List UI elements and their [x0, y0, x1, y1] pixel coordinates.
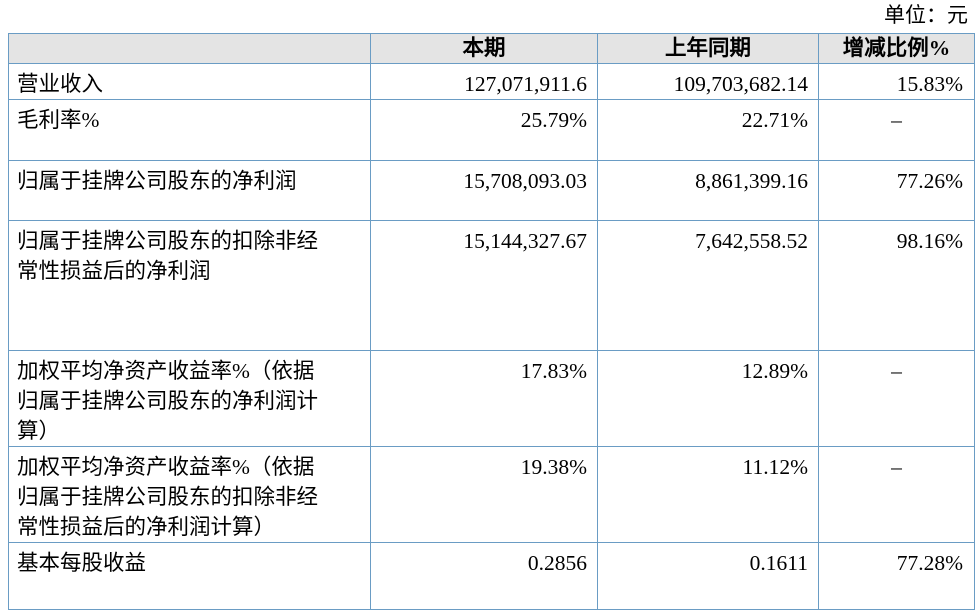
row-label-text: 归属于挂牌公司股东的扣除非经常性损益后的净利润 [17, 229, 319, 283]
table-row: 加权平均净资产收益率%（依据归属于挂牌公司股东的扣除非经常性损益后的净利润计算）… [8, 446, 975, 543]
value-current: 19.38% [370, 446, 598, 543]
value-prior: 109,703,682.14 [597, 63, 819, 100]
unit-label: 单位：元 [884, 3, 968, 27]
value-change: – [818, 350, 975, 447]
row-label-text: 加权平均净资产收益率%（依据归属于挂牌公司股东的净利润计算） [17, 359, 319, 443]
row-label: 归属于挂牌公司股东的扣除非经常性损益后的净利润 [8, 220, 371, 351]
row-label-text: 营业收入 [17, 72, 104, 96]
value-change: – [818, 99, 975, 161]
row-label-text: 基本每股收益 [17, 551, 147, 575]
value-current: 15,144,327.67 [370, 220, 598, 351]
value-current: 127,071,911.6 [370, 63, 598, 100]
col-header-current: 本期 [370, 33, 598, 64]
value-prior: 12.89% [597, 350, 819, 447]
value-prior: 8,861,399.16 [597, 160, 819, 221]
col-header-label [8, 33, 371, 64]
row-label-text: 毛利率% [17, 108, 100, 132]
value-current: 17.83% [370, 350, 598, 447]
value-change: 98.16% [818, 220, 975, 351]
value-current: 25.79% [370, 99, 598, 161]
row-label-text: 归属于挂牌公司股东的净利润 [17, 169, 297, 193]
row-label: 加权平均净资产收益率%（依据归属于挂牌公司股东的净利润计算） [8, 350, 371, 447]
value-current: 0.2856 [370, 542, 598, 610]
value-prior: 7,642,558.52 [597, 220, 819, 351]
table-header-row: 本期 上年同期 增减比例% [8, 33, 975, 64]
table-row: 归属于挂牌公司股东的扣除非经常性损益后的净利润 15,144,327.67 7,… [8, 220, 975, 351]
row-label: 毛利率% [8, 99, 371, 161]
table-row: 归属于挂牌公司股东的净利润 15,708,093.03 8,861,399.16… [8, 160, 975, 221]
value-current: 15,708,093.03 [370, 160, 598, 221]
value-change: – [818, 446, 975, 543]
value-prior: 0.1611 [597, 542, 819, 610]
row-label: 营业收入 [8, 63, 371, 100]
table-row: 营业收入 127,071,911.6 109,703,682.14 15.83% [8, 63, 975, 100]
row-label: 归属于挂牌公司股东的净利润 [8, 160, 371, 221]
col-header-prior: 上年同期 [597, 33, 819, 64]
row-label: 基本每股收益 [8, 542, 371, 610]
value-prior: 11.12% [597, 446, 819, 543]
financial-results-table: 本期 上年同期 增减比例% 营业收入 127,071,911.6 109,703… [8, 33, 975, 610]
table-row: 毛利率% 25.79% 22.71% – [8, 99, 975, 161]
value-change: 15.83% [818, 63, 975, 100]
value-change: 77.28% [818, 542, 975, 610]
row-label-text: 加权平均净资产收益率%（依据归属于挂牌公司股东的扣除非经常性损益后的净利润计算） [17, 455, 319, 539]
col-header-change: 增减比例% [818, 33, 975, 64]
value-change: 77.26% [818, 160, 975, 221]
table-row: 基本每股收益 0.2856 0.1611 77.28% [8, 542, 975, 610]
value-prior: 22.71% [597, 99, 819, 161]
row-label: 加权平均净资产收益率%（依据归属于挂牌公司股东的扣除非经常性损益后的净利润计算） [8, 446, 371, 543]
table-row: 加权平均净资产收益率%（依据归属于挂牌公司股东的净利润计算） 17.83% 12… [8, 350, 975, 447]
